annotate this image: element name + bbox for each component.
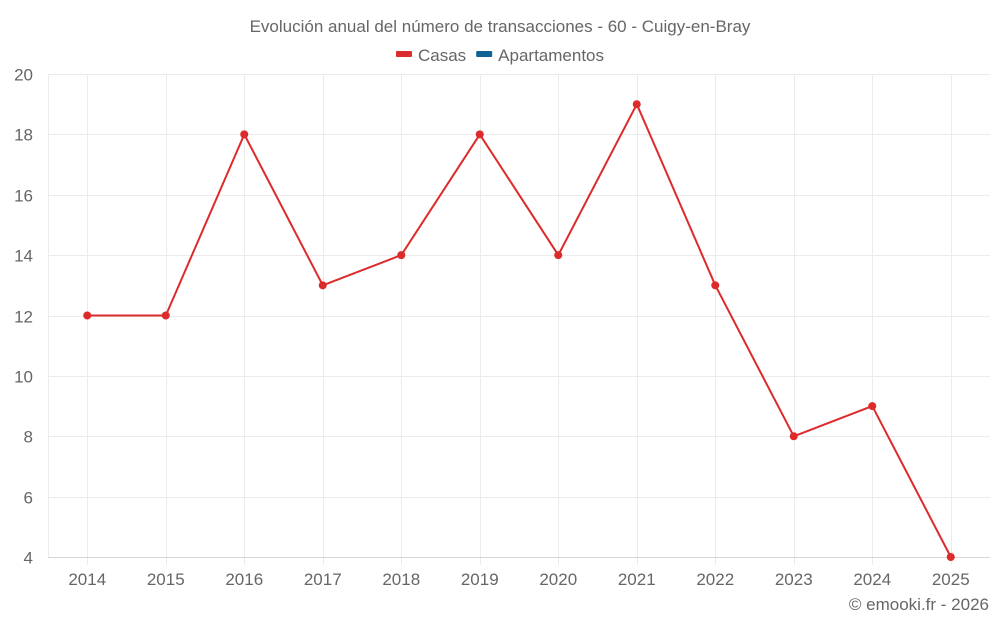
x-axis: 2014 2015 2016 2017 2018 2019 2020 2021 2022 2023… bbox=[48, 557, 990, 589]
legend-swatch bbox=[476, 51, 493, 57]
x-tick-label: 2025 bbox=[932, 570, 970, 589]
x-tick-label: 2019 bbox=[461, 570, 499, 589]
data-point bbox=[318, 281, 327, 290]
x-tick-label: 2024 bbox=[853, 570, 891, 589]
data-point bbox=[946, 553, 955, 561]
credit-text: © emooki.fr - 2026 bbox=[849, 595, 989, 614]
legend-label: Casas bbox=[418, 46, 466, 65]
x-tick-label: 2018 bbox=[382, 570, 420, 589]
y-axis: 4 6 8 10 12 14 16 18 20 bbox=[14, 66, 33, 568]
data-point bbox=[868, 402, 877, 411]
x-tick-label: 2021 bbox=[618, 570, 656, 589]
chart-title: Evolución anual del número de transaccio… bbox=[250, 17, 751, 36]
series-line-casas bbox=[87, 103, 952, 558]
x-tick-label: 2023 bbox=[775, 570, 813, 589]
x-tick-label: 2022 bbox=[696, 570, 734, 589]
legend-item-apartamentos[interactable]: Apartamentos bbox=[476, 46, 604, 65]
data-point bbox=[161, 311, 170, 320]
y-tick-label: 6 bbox=[24, 489, 33, 508]
data-point bbox=[240, 130, 249, 139]
x-tick-label: 2015 bbox=[147, 570, 185, 589]
x-tick-label: 2020 bbox=[539, 570, 577, 589]
data-point bbox=[554, 251, 563, 260]
data-point bbox=[475, 130, 484, 139]
y-tick-label: 10 bbox=[14, 368, 33, 387]
legend-item-casas[interactable]: Casas bbox=[395, 46, 466, 65]
data-point bbox=[83, 311, 92, 320]
legend-label: Apartamentos bbox=[498, 46, 604, 65]
series-layer bbox=[83, 100, 955, 561]
grid-lines bbox=[48, 74, 990, 565]
y-tick-label: 18 bbox=[14, 126, 33, 145]
x-tick-label: 2017 bbox=[304, 570, 342, 589]
data-point bbox=[632, 100, 641, 109]
y-tick-label: 4 bbox=[24, 549, 33, 568]
legend-swatch bbox=[395, 51, 412, 57]
y-tick-label: 8 bbox=[24, 428, 33, 447]
y-tick-label: 14 bbox=[14, 247, 33, 266]
y-tick-label: 12 bbox=[14, 308, 33, 327]
y-tick-label: 20 bbox=[14, 66, 33, 85]
x-tick-label: 2016 bbox=[225, 570, 263, 589]
data-point bbox=[397, 251, 406, 260]
y-tick-label: 16 bbox=[14, 187, 33, 206]
data-point bbox=[711, 281, 720, 290]
data-point bbox=[789, 432, 798, 441]
x-tick-label: 2014 bbox=[68, 570, 106, 589]
legend: Casas Apartamentos bbox=[395, 46, 604, 65]
